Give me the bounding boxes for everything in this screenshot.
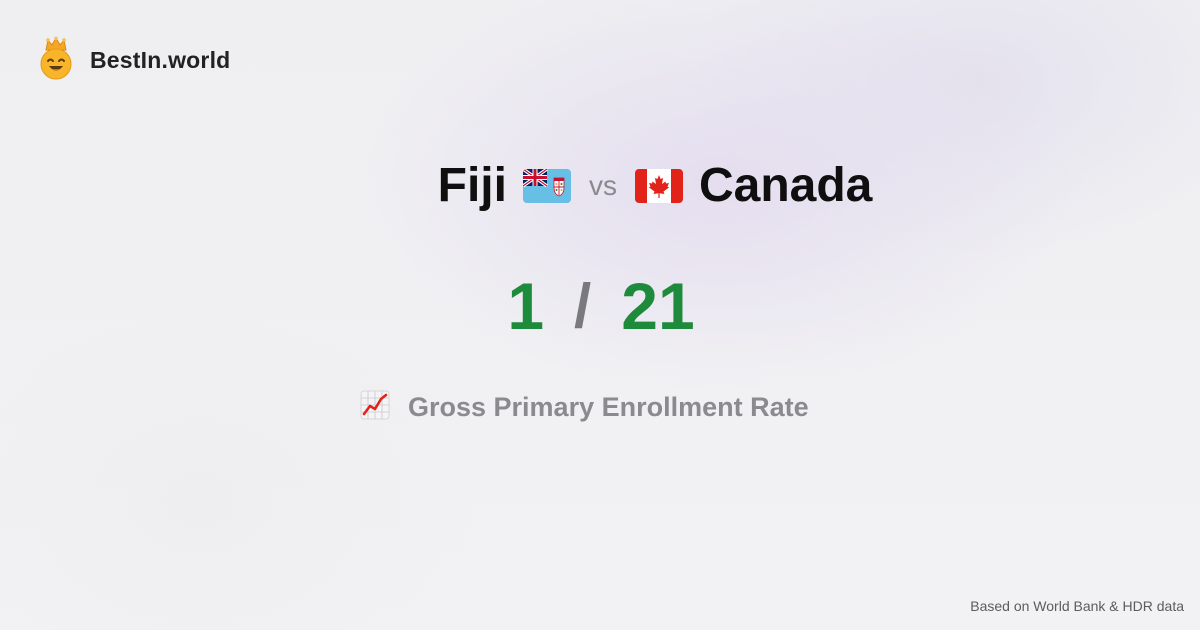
data-source-note: Based on World Bank & HDR data xyxy=(970,598,1184,614)
vs-label: vs xyxy=(588,169,617,201)
left-score: 1 xyxy=(507,269,545,343)
comparison-title: Fiji vs Canada xyxy=(0,158,1200,213)
score-comparison: 1 / 21 xyxy=(0,268,1200,344)
score-separator: / xyxy=(574,271,592,341)
metric-label: Gross Primary Enrollment Rate xyxy=(408,392,809,422)
right-country-name: Canada xyxy=(698,159,873,212)
canada-flag-icon xyxy=(634,168,683,203)
brand-name: BestIn.world xyxy=(90,47,231,73)
crowned-smiley-icon xyxy=(38,36,74,85)
left-country-name: Fiji xyxy=(437,159,507,212)
chart-increasing-icon xyxy=(360,390,390,425)
brand-logo[interactable]: BestIn.world xyxy=(38,36,230,85)
right-score: 21 xyxy=(621,269,695,343)
metric: Gross Primary Enrollment Rate xyxy=(360,390,809,425)
fiji-flag-icon xyxy=(522,168,571,203)
